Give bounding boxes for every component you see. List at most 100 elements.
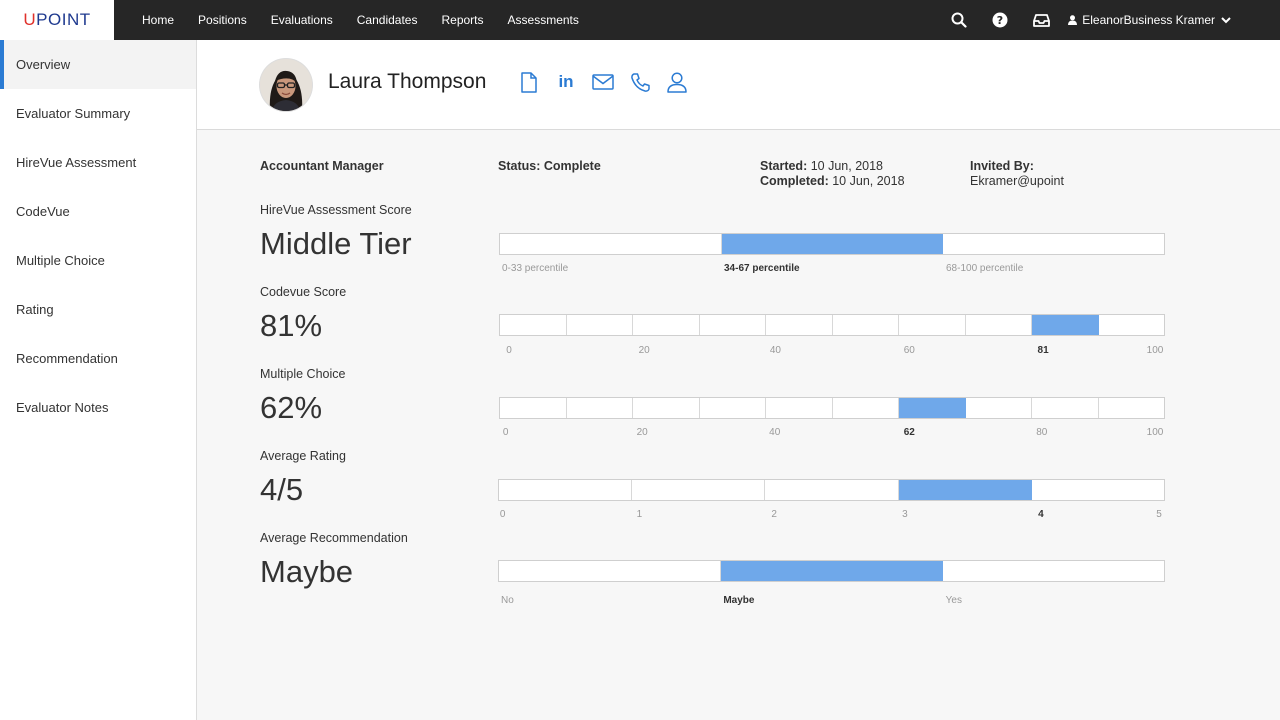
scale-tick-label: 0	[499, 509, 506, 520]
top-right-tools: ? EleanorBusiness Kramer	[927, 0, 1236, 40]
bar-segment-filled	[721, 561, 943, 581]
hirevue-score-scale: 0-33 percentile 34-67 percentile 68-100 pe…	[499, 263, 1165, 277]
phone-icon[interactable]	[628, 70, 652, 94]
scale-tick-label: 20	[638, 345, 650, 356]
scale-tick-label: 68-100 percentile	[946, 263, 1024, 274]
sidebar-item-rating[interactable]: Rating	[16, 302, 54, 317]
candidate-avatar	[260, 59, 312, 111]
bar-segment	[499, 561, 721, 581]
scale-tick-label: 0	[506, 345, 512, 356]
multiple-choice-value: 62%	[260, 390, 323, 425]
scale-tick-label: 40	[769, 427, 781, 438]
nav-home[interactable]: Home	[142, 13, 175, 27]
bar-segment	[833, 398, 899, 418]
average-recommendation-label: Average Recommendation	[260, 531, 408, 545]
bar-segment	[1032, 398, 1099, 418]
bar-segment	[500, 398, 567, 418]
inbox-icon[interactable]	[1032, 11, 1050, 29]
bar-segment-filled	[899, 398, 966, 418]
scale-tick-label: 80	[1036, 427, 1048, 438]
scale-tick-label: Yes	[945, 595, 962, 606]
bar-segment-filled	[898, 480, 1032, 500]
svg-text:?: ?	[997, 14, 1003, 27]
invited-by-value: Ekramer@upoint	[970, 174, 1064, 188]
sidebar-item-evaluator-notes[interactable]: Evaluator Notes	[16, 400, 109, 415]
main-nav: Home Positions Evaluations Candidates Re…	[142, 0, 603, 40]
sidebar-item-codevue[interactable]: CodeVue	[16, 204, 70, 219]
bar-segment-filled	[1032, 315, 1099, 335]
chevron-down-icon	[1221, 16, 1231, 23]
hirevue-score-label: HireVue Assessment Score	[260, 203, 412, 217]
sidebar-item-multiple-choice[interactable]: Multiple Choice	[16, 253, 105, 268]
status-label: Status: Complete	[498, 159, 601, 173]
bar-segment	[766, 315, 833, 335]
hirevue-score-value: Middle Tier	[260, 226, 412, 261]
codevue-score-label: Codevue Score	[260, 285, 347, 299]
contact-icons: in	[517, 70, 702, 94]
sidebar: Overview Evaluator Summary HireVue Asses…	[0, 40, 197, 720]
scale-tick-label: Maybe	[723, 595, 755, 606]
bar-segment	[1099, 315, 1165, 335]
bar-segment	[966, 315, 1032, 335]
nav-assessments[interactable]: Assessments	[507, 13, 579, 27]
average-recommendation-bar	[498, 560, 1165, 582]
codevue-score-value: 81%	[260, 308, 323, 343]
scale-tick-label: 40	[769, 345, 781, 356]
scale-tick-label: 5	[1156, 509, 1162, 520]
sidebar-item-hirevue-assessment[interactable]: HireVue Assessment	[16, 155, 137, 170]
scale-tick-label: 81	[1037, 345, 1049, 356]
document-icon[interactable]	[517, 70, 541, 94]
bar-segment	[899, 315, 966, 335]
upoint-logo[interactable]: UPOINT	[0, 0, 114, 40]
user-name: EleanorBusiness Kramer	[1082, 13, 1215, 27]
bar-segment	[766, 398, 833, 418]
nav-candidates[interactable]: Candidates	[356, 13, 418, 27]
average-recommendation-scale: No Maybe Yes	[498, 595, 1165, 609]
started-date: Started: 10 Jun, 2018	[760, 159, 884, 173]
candidate-header: Laura Thompson in	[197, 40, 1280, 130]
average-rating-label: Average Rating	[260, 449, 346, 463]
codevue-score-bar	[499, 314, 1165, 336]
hirevue-score-bar	[499, 233, 1165, 255]
multiple-choice-bar	[499, 397, 1165, 419]
bar-segment	[567, 315, 633, 335]
scale-tick-label: No	[501, 595, 514, 606]
search-icon[interactable]	[950, 11, 968, 29]
scale-tick-label: 1	[636, 509, 643, 520]
profile-icon[interactable]	[665, 70, 689, 94]
completed-date: Completed: 10 Jun, 2018	[760, 174, 905, 188]
email-icon[interactable]	[591, 70, 615, 94]
nav-reports[interactable]: Reports	[441, 13, 484, 27]
bar-segment	[700, 398, 766, 418]
sidebar-item-overview[interactable]: Overview	[0, 40, 196, 89]
scale-tick-label: 0-33 percentile	[502, 263, 569, 274]
user-menu[interactable]: EleanorBusiness Kramer	[1068, 13, 1236, 27]
bar-segment	[765, 480, 899, 500]
bar-segment	[943, 234, 1164, 254]
linkedin-icon[interactable]: in	[558, 72, 574, 91]
bar-segment	[966, 398, 1032, 418]
bar-segment	[499, 480, 633, 500]
average-recommendation-value: Maybe	[260, 554, 354, 589]
nav-evaluations[interactable]: Evaluations	[270, 13, 333, 27]
user-icon	[1068, 15, 1078, 25]
sidebar-item-recommendation[interactable]: Recommendation	[16, 351, 118, 366]
multiple-choice-scale: 0 20 40 62 80 100	[499, 427, 1165, 441]
average-rating-value: 4/5	[260, 472, 304, 507]
help-icon[interactable]: ?	[991, 11, 1009, 29]
scale-tick-label: 100	[1146, 345, 1164, 356]
bar-segment	[633, 315, 700, 335]
scale-tick-label: 60	[903, 345, 915, 356]
average-rating-bar	[498, 479, 1165, 501]
scale-tick-label: 20	[636, 427, 648, 438]
sidebar-item-evaluator-summary[interactable]: Evaluator Summary	[16, 106, 131, 121]
bar-segment	[500, 315, 567, 335]
nav-positions[interactable]: Positions	[198, 13, 247, 27]
bar-segment	[1099, 398, 1165, 418]
bar-segment	[500, 234, 722, 254]
position-title: Accountant Manager	[260, 159, 384, 173]
codevue-score-scale: 0 20 40 60 81 100	[499, 345, 1165, 359]
candidate-name: Laura Thompson	[328, 70, 487, 93]
bar-segment	[943, 561, 1164, 581]
scale-tick-label: 34-67 percentile	[724, 263, 800, 274]
